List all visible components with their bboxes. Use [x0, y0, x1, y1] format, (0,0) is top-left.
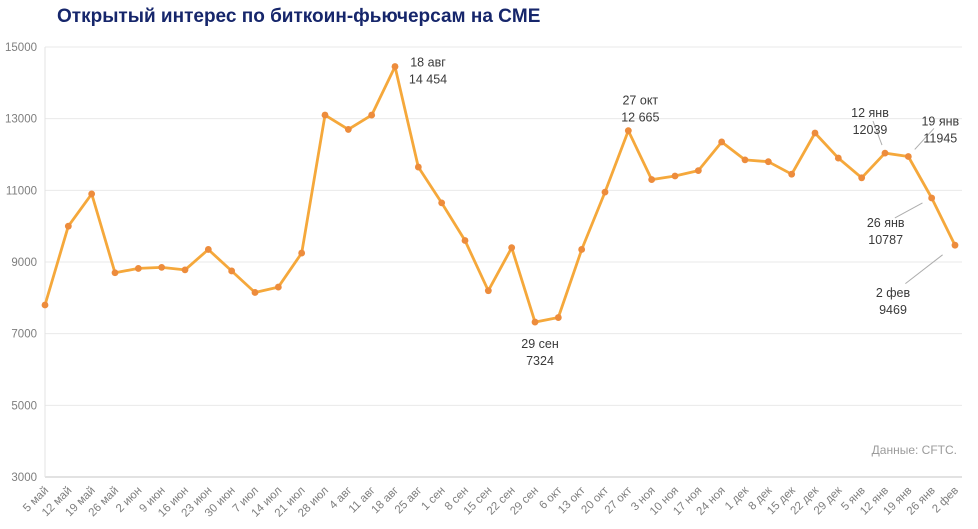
- x-tick-label: 27 окт: [603, 484, 635, 516]
- data-point: [111, 269, 119, 277]
- y-tick-label: 13000: [5, 114, 37, 126]
- x-tick-label: 2 фев: [930, 485, 961, 516]
- annotation-leader-line: [905, 254, 943, 284]
- y-tick-label: 15000: [5, 42, 37, 54]
- y-tick-label: 11000: [6, 185, 37, 197]
- annotation-leader-line: [914, 128, 935, 150]
- y-tick-label: 3000: [11, 472, 37, 484]
- data-point: [391, 63, 399, 70]
- data-point: [344, 126, 352, 133]
- data-point: [134, 265, 142, 272]
- annotation-leader-line: [872, 120, 883, 146]
- data-point: [251, 289, 259, 296]
- data-point: [788, 170, 796, 178]
- y-tick-label: 9000: [11, 257, 37, 269]
- data-point: [648, 176, 656, 183]
- annotation-label: 2 фев: [876, 286, 911, 300]
- annotation-label: 12039: [853, 123, 888, 137]
- data-point: [321, 111, 329, 119]
- data-point: [601, 188, 609, 196]
- data-point: [461, 237, 469, 244]
- data-point: [694, 167, 702, 175]
- x-tick-label: 1 сен: [419, 485, 447, 513]
- data-point: [764, 158, 772, 166]
- data-point: [811, 129, 819, 137]
- data-point: [508, 244, 516, 252]
- data-point: [904, 153, 912, 160]
- annotation-label: 12 янв: [851, 106, 889, 120]
- annotation-label: 26 янв: [867, 216, 905, 230]
- annotation-label: 12 665: [621, 111, 659, 125]
- data-point: [298, 249, 306, 257]
- annotation-label: 29 сен: [521, 337, 559, 351]
- annotation-label: 9469: [879, 303, 907, 317]
- data-point: [158, 263, 166, 271]
- data-point: [554, 314, 562, 321]
- annotation-label: 7324: [526, 354, 554, 368]
- x-tick-label: 25 авг: [393, 485, 425, 517]
- data-point: [834, 154, 842, 162]
- y-tick-label: 7000: [11, 329, 37, 341]
- annotation-label: 10787: [868, 233, 903, 247]
- data-point: [368, 111, 376, 119]
- data-point: [531, 318, 539, 326]
- data-point: [41, 301, 49, 309]
- data-point: [88, 190, 96, 198]
- y-tick-label: 5000: [11, 400, 37, 412]
- data-point: [578, 246, 586, 253]
- data-point: [624, 127, 632, 135]
- data-point: [671, 172, 679, 180]
- data-point: [274, 283, 282, 291]
- series-line: [43, 65, 957, 324]
- annotation-label: 19 янв: [921, 114, 959, 128]
- annotation-label: 27 окт: [622, 94, 658, 108]
- data-point: [858, 174, 866, 182]
- data-point: [881, 149, 889, 157]
- data-point: [741, 156, 749, 164]
- annotation-label: 14 454: [409, 73, 447, 87]
- data-point: [484, 287, 492, 295]
- annotation-label: 18 авг: [410, 56, 446, 70]
- data-point: [204, 246, 212, 253]
- data-point: [438, 199, 446, 207]
- data-point: [928, 194, 936, 202]
- source-label: Данные: CFTC.: [871, 443, 957, 457]
- data-point: [64, 222, 72, 230]
- data-point: [414, 163, 422, 171]
- x-tick-label: 1 дек: [723, 484, 752, 513]
- annotation-label: 11945: [923, 131, 957, 145]
- annotation-leader-line: [894, 202, 923, 219]
- data-point: [181, 266, 189, 274]
- data-point: [718, 138, 726, 146]
- x-tick-label: 2 июн: [114, 485, 144, 515]
- chart-title: Открытый интерес по биткоин-фьючерсам на…: [57, 6, 541, 27]
- data-point: [951, 241, 959, 249]
- data-point: [228, 267, 236, 275]
